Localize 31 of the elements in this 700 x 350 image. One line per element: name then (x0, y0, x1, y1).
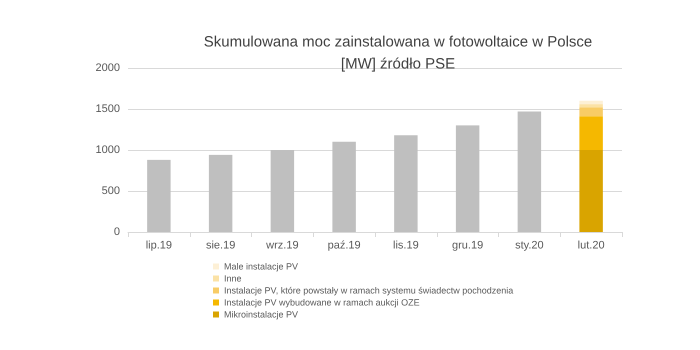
x-tick-label: lut.20 (578, 240, 605, 252)
x-tick-label: sie.19 (206, 240, 236, 252)
legend-label: Mikroinstalacje PV (224, 310, 298, 320)
legend-label: Instalacje PV wybudowane w ramach aukcji OZE (224, 298, 420, 308)
y-tick-label: 1500 (96, 103, 120, 115)
x-tick-label: lis.19 (393, 240, 419, 252)
bar (518, 111, 542, 232)
bar (394, 135, 418, 232)
y-tick-label: 500 (102, 185, 120, 197)
y-tick-label: 2000 (96, 62, 120, 74)
bar (579, 150, 603, 232)
bar (332, 142, 356, 232)
legend-label: Male instalacje PV (224, 262, 298, 272)
x-tick-label: paź.19 (328, 240, 361, 252)
x-tick-label: sty.20 (515, 240, 544, 252)
chart-title: Skumulowana moc zainstalowana w fotowoltaice w Polsce [MW] źródło PSE (204, 34, 592, 72)
x-tick-label: gru.19 (452, 240, 484, 252)
bar (270, 150, 294, 232)
legend-label: Inne (224, 274, 242, 284)
bar (456, 125, 480, 232)
bar (579, 107, 603, 116)
bar (579, 116, 603, 150)
x-tick-label: lip.19 (146, 240, 172, 252)
legend-label: Instalacje PV, które powstały w ramach systemu świadectw pochodzenia (224, 286, 514, 296)
y-tick-label: 1000 (96, 144, 120, 156)
bar (579, 100, 603, 104)
bar (579, 104, 603, 108)
bar (208, 154, 232, 232)
bar (147, 160, 171, 232)
y-tick-label: 0 (114, 226, 120, 238)
x-tick-label: wrz.19 (265, 240, 299, 252)
